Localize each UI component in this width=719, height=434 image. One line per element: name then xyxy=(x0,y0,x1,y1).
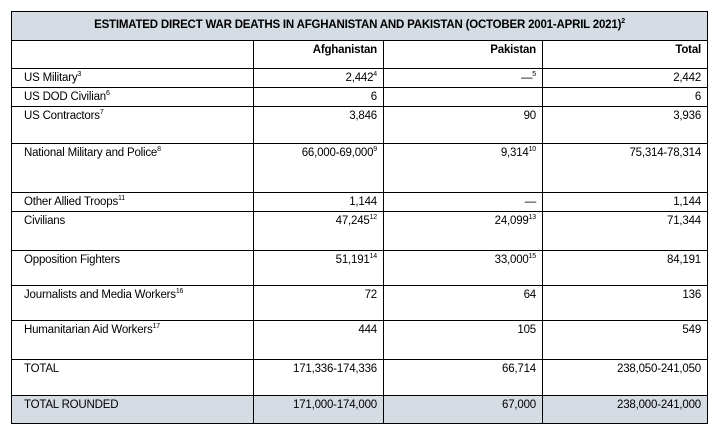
pakistan-cell: —5 xyxy=(383,68,543,88)
row-label: US Military3 xyxy=(11,68,254,88)
footnote-ref: 8 xyxy=(157,146,161,153)
pakistan-cell: 64 xyxy=(383,285,543,321)
table-row: Opposition Fighters 51,19114 33,00015 84,19… xyxy=(11,250,709,286)
afghanistan-cell: 171,000-174,000 xyxy=(253,395,384,424)
pakistan-cell: 33,00015 xyxy=(383,250,543,286)
header-row: Afghanistan Pakistan Total xyxy=(11,40,709,69)
footnote-ref: 4 xyxy=(373,71,377,78)
footnote-ref: 10 xyxy=(528,146,537,153)
footnote-ref: 14 xyxy=(369,253,378,260)
pakistan-cell: 9,31410 xyxy=(383,143,543,193)
col-header-total: Total xyxy=(541,40,709,69)
row-label: Humanitarian Aid Workers17 xyxy=(11,320,254,360)
afghanistan-cell: 47,24512 xyxy=(253,211,384,251)
table-row: TOTAL ROUNDED 171,000-174,000 67,000 238,00… xyxy=(11,395,709,424)
total-cell: 549 xyxy=(541,320,709,360)
footnote-ref: 7 xyxy=(99,109,104,116)
afghanistan-cell: 2,4424 xyxy=(253,68,384,88)
total-cell: 238,050-241,050 xyxy=(541,359,709,396)
footnote-ref: 16 xyxy=(175,288,184,295)
row-label: US DOD Civilian6 xyxy=(11,87,254,107)
col-header-label xyxy=(11,40,254,69)
pakistan-cell: — xyxy=(383,192,543,212)
table-row: US Contractors7 3,846 90 3,936 xyxy=(11,106,709,144)
total-cell: 84,191 xyxy=(541,250,709,286)
table-row: TOTAL 171,336-174,336 66,714 238,050-241,05… xyxy=(11,359,709,396)
total-cell: 3,936 xyxy=(541,106,709,144)
afghanistan-cell: 171,336-174,336 xyxy=(253,359,384,396)
row-label: Opposition Fighters xyxy=(11,250,254,286)
total-cell: 6 xyxy=(541,87,709,107)
total-cell: 75,314-78,314 xyxy=(541,143,709,193)
row-label: Journalists and Media Workers16 xyxy=(11,285,254,321)
afghanistan-cell: 51,19114 xyxy=(253,250,384,286)
footnote-ref: 12 xyxy=(369,214,378,221)
footnote-ref: 3 xyxy=(77,71,82,78)
afghanistan-cell: 72 xyxy=(253,285,384,321)
afghanistan-cell: 444 xyxy=(253,320,384,360)
pakistan-cell: 66,714 xyxy=(383,359,543,396)
total-cell: 2,442 xyxy=(541,68,709,88)
total-cell: 71,344 xyxy=(541,211,709,251)
col-header-afghanistan: Afghanistan xyxy=(253,40,384,69)
pakistan-cell: 24,09913 xyxy=(383,211,543,251)
row-label: TOTAL ROUNDED xyxy=(11,395,254,424)
table-title: ESTIMATED DIRECT WAR DEATHS IN AFGHANIST… xyxy=(10,11,709,41)
col-header-pakistan: Pakistan xyxy=(383,40,543,69)
row-label: National Military and Police8 xyxy=(11,143,254,193)
row-label: US Contractors7 xyxy=(11,106,254,144)
war-deaths-table: ESTIMATED DIRECT WAR DEATHS IN AFGHANIST… xyxy=(10,11,709,424)
total-cell: 238,000-241,000 xyxy=(541,395,709,424)
pakistan-cell: 67,000 xyxy=(383,395,543,424)
row-label: Other Allied Troops11 xyxy=(11,192,254,212)
footnote-ref: 9 xyxy=(373,146,377,153)
total-cell: 1,144 xyxy=(541,192,709,212)
afghanistan-cell: 66,000-69,0009 xyxy=(253,143,384,193)
pakistan-cell xyxy=(383,87,543,107)
footnote-ref: 17 xyxy=(152,323,161,330)
table-row: Humanitarian Aid Workers17 444 105 549 xyxy=(11,320,709,360)
footnote-ref: 6 xyxy=(106,90,110,97)
table-row: Journalists and Media Workers16 72 64 136 xyxy=(11,285,709,321)
footnote-ref: 15 xyxy=(528,253,537,260)
footnote-ref: 5 xyxy=(532,71,536,78)
table-row: US Military3 2,4424 —5 2,442 xyxy=(11,68,709,88)
table-row: Civilians 47,24512 24,09913 71,344 xyxy=(11,211,709,251)
table-row: US DOD Civilian6 6 6 xyxy=(11,87,709,107)
pakistan-cell: 90 xyxy=(383,106,543,144)
table-row: National Military and Police8 66,000-69,0… xyxy=(11,143,709,193)
table-row: Other Allied Troops11 1,144—1,144 xyxy=(11,192,709,212)
afghanistan-cell: 3,846 xyxy=(253,106,384,144)
afghanistan-cell: 6 xyxy=(253,87,384,107)
total-cell: 136 xyxy=(541,285,709,321)
row-label: TOTAL xyxy=(11,359,254,396)
footnote-ref: 13 xyxy=(528,214,537,221)
afghanistan-cell: 1,144 xyxy=(253,192,384,212)
pakistan-cell: 105 xyxy=(383,320,543,360)
footnote-ref: 11 xyxy=(118,195,125,202)
row-label: Civilians xyxy=(11,211,254,251)
